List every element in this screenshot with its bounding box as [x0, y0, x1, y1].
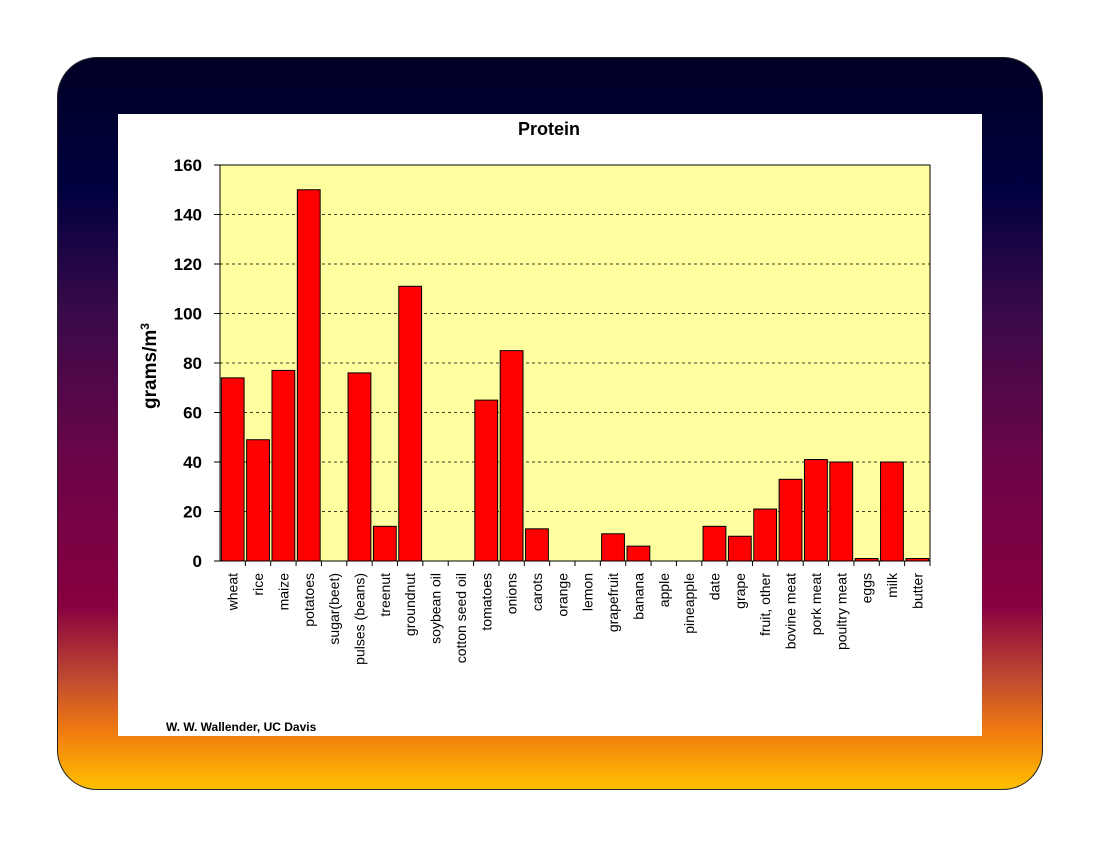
- x-category-label: grapefruit: [605, 573, 621, 632]
- x-category-label: grape: [732, 573, 748, 609]
- x-category-label: pineapple: [681, 573, 697, 634]
- x-category-label: soybean oil: [428, 573, 444, 644]
- bar-rice: [246, 439, 270, 562]
- y-tick-label: 40: [183, 453, 202, 472]
- bar-date: [702, 525, 727, 562]
- bar-grapefruit: [601, 533, 625, 562]
- x-category-label: lemon: [580, 573, 596, 611]
- y-tick-label: 60: [183, 404, 202, 423]
- bar-milk: [880, 461, 904, 562]
- bar-pulses-beans-: [347, 372, 372, 562]
- x-category-label: treenut: [377, 573, 393, 617]
- x-category-label: potatoes: [301, 573, 317, 627]
- bar-banana: [626, 545, 651, 562]
- x-category-label: banana: [630, 573, 646, 620]
- y-tick-label: 120: [174, 255, 202, 274]
- x-category-label: date: [706, 573, 722, 600]
- gridlines: [220, 214, 930, 512]
- y-tick-label: 140: [174, 206, 202, 225]
- bar-butter: [905, 558, 930, 562]
- x-category-label: cotton seed oil: [453, 573, 469, 663]
- x-category-label: rice: [250, 573, 266, 596]
- y-tick-label: 20: [183, 503, 202, 522]
- bar-groundnut: [398, 285, 423, 562]
- x-category-label: orange: [554, 573, 570, 617]
- y-tick-label: 100: [174, 305, 202, 324]
- y-tick-label: 160: [174, 156, 202, 175]
- y-tick-label: 80: [183, 354, 202, 373]
- bar-poultry-meat: [829, 461, 854, 562]
- bar-potatoes: [296, 189, 321, 562]
- x-category-label: pulses (beans): [351, 573, 367, 665]
- bar-carots: [525, 528, 549, 562]
- bar-eggs: [854, 558, 879, 562]
- bar-onions: [499, 350, 524, 562]
- x-axis-labels: wheat rice maize potatoes sugar(beet) pulses …: [225, 561, 931, 665]
- bar-fruit-other: [753, 508, 778, 562]
- x-category-label: butter: [909, 573, 925, 609]
- x-category-label: pork meat: [808, 573, 824, 635]
- x-category-label: wheat: [225, 573, 241, 611]
- x-category-label: poultry meat: [833, 573, 849, 650]
- x-category-label: tomatoes: [478, 573, 494, 631]
- x-category-label: onions: [504, 573, 520, 614]
- x-category-label: bovine meat: [783, 573, 799, 649]
- bar-grape: [727, 535, 752, 562]
- x-category-label: eggs: [859, 573, 875, 603]
- x-category-label: groundnut: [402, 573, 418, 636]
- bars: [220, 189, 930, 562]
- x-category-label: maize: [275, 573, 291, 611]
- x-category-label: fruit, other: [757, 573, 773, 636]
- bar-treenut: [372, 525, 397, 562]
- y-tick-label: 0: [193, 552, 202, 571]
- bar-wheat: [220, 377, 245, 562]
- bar-bovine-meat: [778, 478, 803, 562]
- x-category-label: milk: [884, 572, 900, 598]
- credit-text: W. W. Wallender, UC Davis: [166, 720, 317, 734]
- x-category-label: carots: [529, 573, 545, 611]
- bar-tomatoes: [474, 399, 499, 562]
- x-category-label: apple: [656, 573, 672, 607]
- bar-maize: [271, 369, 296, 562]
- chart-panel: Protein 0 20 40 60 80 100 120 140 160 wheat rice m…: [118, 114, 982, 736]
- bar-pork-meat: [803, 459, 828, 562]
- y-axis-label: grams/m3: [138, 323, 161, 409]
- x-category-label: sugar(beet): [326, 573, 342, 645]
- y-axis-ticks: 0 20 40 60 80 100 120 140 160: [174, 156, 220, 571]
- chart-title: Protein: [518, 119, 580, 139]
